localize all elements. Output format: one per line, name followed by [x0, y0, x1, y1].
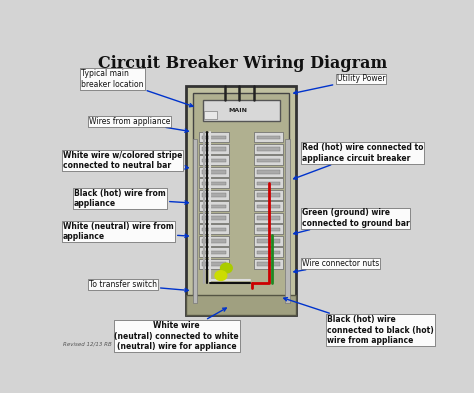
Text: White wire w/colored stripe
connected to neutral bar: White wire w/colored stripe connected to…	[63, 151, 188, 170]
Bar	[254, 213, 283, 223]
Bar	[192, 140, 197, 303]
Bar	[202, 262, 226, 266]
Bar	[257, 205, 281, 208]
Bar	[202, 159, 226, 162]
Bar	[199, 213, 228, 223]
Bar	[202, 182, 226, 185]
Bar	[186, 86, 296, 315]
Bar	[199, 224, 228, 235]
Text: Utility Power: Utility Power	[294, 74, 385, 94]
Bar	[202, 251, 226, 254]
Bar	[202, 170, 226, 174]
Bar	[199, 236, 228, 246]
Bar	[257, 251, 281, 254]
Bar	[257, 262, 281, 266]
Bar	[199, 167, 228, 177]
Text: Typical main
breaker location: Typical main breaker location	[82, 69, 193, 107]
Bar	[202, 239, 226, 243]
Text: Circuit Breaker Wiring Diagram: Circuit Breaker Wiring Diagram	[98, 55, 388, 72]
Text: Revised 12/13 RB: Revised 12/13 RB	[63, 342, 112, 347]
Bar	[257, 147, 281, 151]
Bar	[254, 132, 283, 143]
Bar	[199, 202, 228, 211]
Bar	[257, 228, 281, 231]
Text: Wire connector nuts: Wire connector nuts	[294, 259, 379, 273]
Bar	[199, 248, 228, 257]
Circle shape	[215, 271, 227, 281]
Bar	[254, 190, 283, 200]
Bar	[202, 136, 226, 139]
Text: White (neutral) wire from
appliance: White (neutral) wire from appliance	[63, 222, 188, 241]
Bar	[193, 93, 289, 309]
Bar	[254, 259, 283, 269]
Bar	[254, 144, 283, 154]
Text: White wire
(neutral) connected to white
(neutral) wire for appliance: White wire (neutral) connected to white …	[115, 308, 239, 351]
Bar	[254, 167, 283, 177]
Bar	[254, 156, 283, 165]
Bar	[199, 156, 228, 165]
Bar	[199, 178, 228, 189]
Bar	[199, 259, 228, 269]
Bar	[257, 239, 281, 243]
Bar	[257, 170, 281, 174]
Text: Black (hot) wire from
appliance: Black (hot) wire from appliance	[74, 189, 188, 208]
Bar	[257, 216, 281, 220]
Bar	[202, 147, 226, 151]
Bar	[254, 178, 283, 189]
Bar	[254, 236, 283, 246]
Bar	[202, 100, 280, 121]
Text: Green (ground) wire
connected to ground bar: Green (ground) wire connected to ground …	[294, 208, 410, 235]
Bar	[202, 228, 226, 231]
Circle shape	[220, 263, 232, 273]
Bar	[202, 216, 226, 220]
Bar	[204, 111, 217, 119]
Bar	[202, 193, 226, 197]
Text: Red (hot) wire connected to
appliance circuit breaker: Red (hot) wire connected to appliance ci…	[293, 143, 423, 179]
Bar	[186, 295, 296, 315]
Bar	[254, 202, 283, 211]
Text: Black (hot) wire
connected to black (hot)
wire from appliance: Black (hot) wire connected to black (hot…	[284, 298, 434, 345]
Bar	[199, 132, 228, 143]
Bar	[257, 193, 281, 197]
Bar	[202, 205, 226, 208]
Bar	[199, 144, 228, 154]
Bar	[257, 182, 281, 185]
Bar	[254, 224, 283, 235]
Bar	[285, 140, 290, 303]
Text: To transfer switch: To transfer switch	[89, 280, 188, 292]
Bar	[257, 159, 281, 162]
Text: MAIN: MAIN	[228, 108, 247, 113]
Bar	[257, 136, 281, 139]
Text: Wires from appliance: Wires from appliance	[89, 117, 188, 132]
Bar	[254, 248, 283, 257]
Bar	[199, 190, 228, 200]
